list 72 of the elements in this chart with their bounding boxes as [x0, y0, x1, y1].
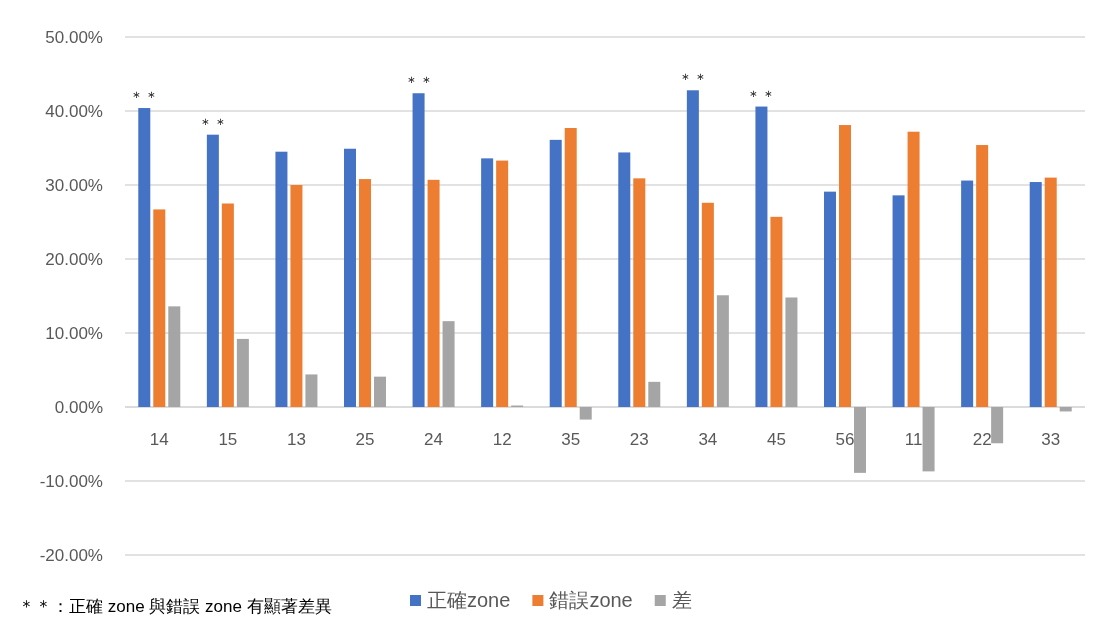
bar: [344, 148, 356, 407]
bar: [412, 93, 425, 407]
bar: [976, 145, 989, 407]
bar: [206, 134, 219, 407]
x-tick-label: 35: [561, 430, 581, 449]
bar: [496, 160, 509, 407]
bar: [1029, 182, 1042, 407]
bar: [991, 407, 1004, 444]
bar: [701, 202, 714, 407]
data-label: ＊＊: [197, 114, 228, 132]
x-tick-label: 22: [972, 430, 992, 449]
bar: [168, 306, 181, 407]
bar: [481, 158, 494, 407]
x-tick-label: 11: [904, 430, 923, 449]
bar: [153, 209, 166, 407]
bar: [305, 374, 318, 407]
x-tick-label: 23: [629, 430, 649, 449]
bar: [427, 179, 440, 407]
bar: [892, 195, 905, 407]
y-tick-label: -10.00%: [39, 472, 103, 491]
bar: [359, 179, 371, 407]
bar: [290, 185, 303, 407]
data-label: ＊＊: [129, 88, 160, 106]
bar: [221, 203, 234, 407]
bar: [138, 108, 151, 407]
x-tick-label: 15: [218, 430, 238, 449]
bar: [442, 321, 455, 407]
x-tick-label: 24: [424, 430, 444, 449]
bar: [922, 407, 935, 472]
legend-label: 正確zone: [427, 589, 511, 611]
text: ＊＊：正確 zone 與錯誤 zone 有顯著差異: [18, 597, 332, 616]
x-tick-label: 56: [835, 430, 855, 449]
bar: [907, 131, 920, 407]
bar: [564, 128, 577, 407]
bar: [618, 152, 631, 407]
y-tick-label: 10.00%: [45, 324, 103, 343]
bar: [549, 139, 562, 407]
x-tick-label: 45: [766, 430, 786, 449]
y-tick-label: 30.00%: [45, 176, 103, 195]
x-tick-label: 33: [1041, 430, 1061, 449]
x-tick-label: 13: [286, 430, 306, 449]
bar: [236, 338, 249, 407]
bar: [579, 407, 592, 420]
bar: [686, 90, 699, 407]
x-tick-label: 12: [492, 430, 512, 449]
bar: [961, 180, 974, 407]
x-tick-label: 14: [149, 430, 169, 449]
bar: [648, 381, 661, 407]
bar: [633, 178, 646, 407]
legend-label: 錯誤zone: [549, 589, 633, 611]
data-label: ＊＊: [677, 70, 708, 88]
y-tick-label: 50.00%: [45, 28, 103, 47]
y-tick-label: 40.00%: [45, 102, 103, 121]
bar: [770, 216, 783, 407]
bar: [1044, 177, 1057, 407]
data-label: ＊＊: [403, 73, 434, 91]
bar: [755, 106, 768, 407]
bar: [275, 151, 288, 407]
x-tick-label: 34: [698, 430, 718, 449]
bar: [854, 407, 866, 473]
data-label: ＊＊: [746, 86, 777, 104]
bar: [824, 191, 836, 407]
legend-label: 差: [671, 589, 692, 611]
bar: [1059, 407, 1072, 412]
bar: [785, 297, 798, 407]
x-tick-label: 25: [355, 430, 375, 449]
y-tick-label: 20.00%: [45, 250, 103, 269]
bar: [374, 376, 386, 407]
y-tick-label: -20.00%: [39, 546, 103, 565]
bar: [839, 125, 851, 407]
bar: [716, 295, 729, 407]
y-tick-label: 0.00%: [54, 398, 103, 417]
